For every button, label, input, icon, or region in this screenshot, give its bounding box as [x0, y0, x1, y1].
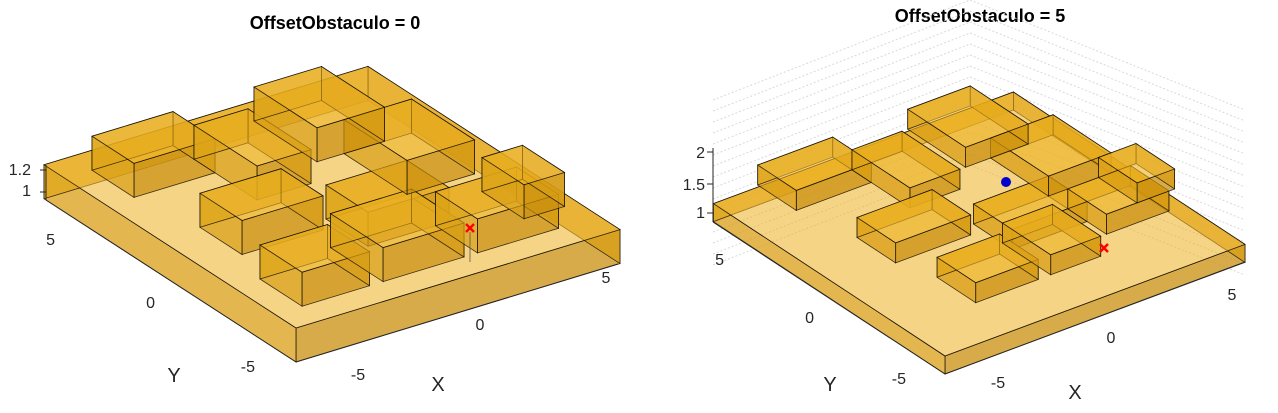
x-tick-label: 0 [476, 317, 485, 334]
z-tick-label: 1 [22, 183, 31, 200]
obstacle-box [199, 167, 324, 256]
y-tick-label: -5 [892, 371, 906, 388]
x-axis-label: X [431, 374, 444, 396]
y-tick-label: 5 [715, 252, 724, 269]
grid-line [712, 0, 971, 101]
grid-line [712, 43, 971, 145]
grid-line [969, 32, 1246, 144]
z-tick-label: 1.2 [9, 162, 31, 179]
y-tick-label: 0 [146, 295, 155, 312]
y-axis-label: Y [823, 374, 836, 396]
y-axis-line [45, 199, 297, 363]
grid-line [712, 54, 971, 156]
obstacle-box [856, 188, 972, 264]
x-tick-label: -5 [351, 367, 365, 384]
y-axis-line [712, 221, 946, 375]
obstacle-box [906, 85, 1029, 169]
chart-panel-right: OffsetObstaculo = 5 2 1.5 1 5 0 -5 -5 0 … [640, 0, 1278, 413]
chart-right-svg: OffsetObstaculo = 5 2 1.5 1 5 0 -5 -5 0 … [683, 0, 1246, 404]
z-tick-label: 1 [696, 205, 705, 222]
obstacle-box [253, 65, 386, 163]
grid-line [712, 76, 971, 178]
grid-line [712, 21, 971, 123]
x-tick-label: -5 [991, 375, 1005, 392]
y-axis-label: Y [167, 365, 180, 387]
grid-line [712, 65, 971, 167]
chart-left-svg: OffsetObstaculo = 0 1.2 1 5 0 -5 -5 0 5 … [9, 13, 621, 396]
y-tick-label: 5 [46, 232, 55, 249]
chart-title: OffsetObstaculo = 5 [895, 6, 1066, 26]
obstacle-box [1097, 142, 1176, 204]
grid-line [969, 21, 1246, 133]
x-axis-label: X [1068, 382, 1081, 404]
x-tick-label: 0 [1107, 330, 1116, 347]
grid-line [712, 10, 971, 112]
grid-line [969, 0, 1246, 111]
z-tick-label: 2 [696, 145, 705, 162]
goal-marker [1099, 243, 1109, 253]
y-tick-label: 0 [805, 310, 814, 327]
grid-line [969, 43, 1246, 155]
x-tick-label: 5 [1228, 287, 1237, 304]
goal-marker [465, 223, 475, 233]
grid-line [969, 54, 1246, 166]
z-tick-label: 1.5 [683, 177, 705, 194]
obstacle-box [1001, 203, 1102, 276]
chart-title: OffsetObstaculo = 0 [250, 13, 421, 33]
x-axis-line [944, 261, 1246, 375]
x-axis-line [295, 263, 619, 363]
obstacle-box [481, 144, 566, 220]
y-tick-label: -5 [241, 359, 255, 376]
obstacle-box [756, 136, 873, 212]
grid-line [712, 32, 971, 134]
chart-panel-left: OffsetObstaculo = 0 1.2 1 5 0 -5 -5 0 5 … [9, 13, 621, 396]
start-marker [1001, 177, 1011, 187]
x-tick-label: 5 [602, 270, 611, 287]
grid-line [969, 10, 1246, 122]
grid-line [969, 65, 1246, 177]
